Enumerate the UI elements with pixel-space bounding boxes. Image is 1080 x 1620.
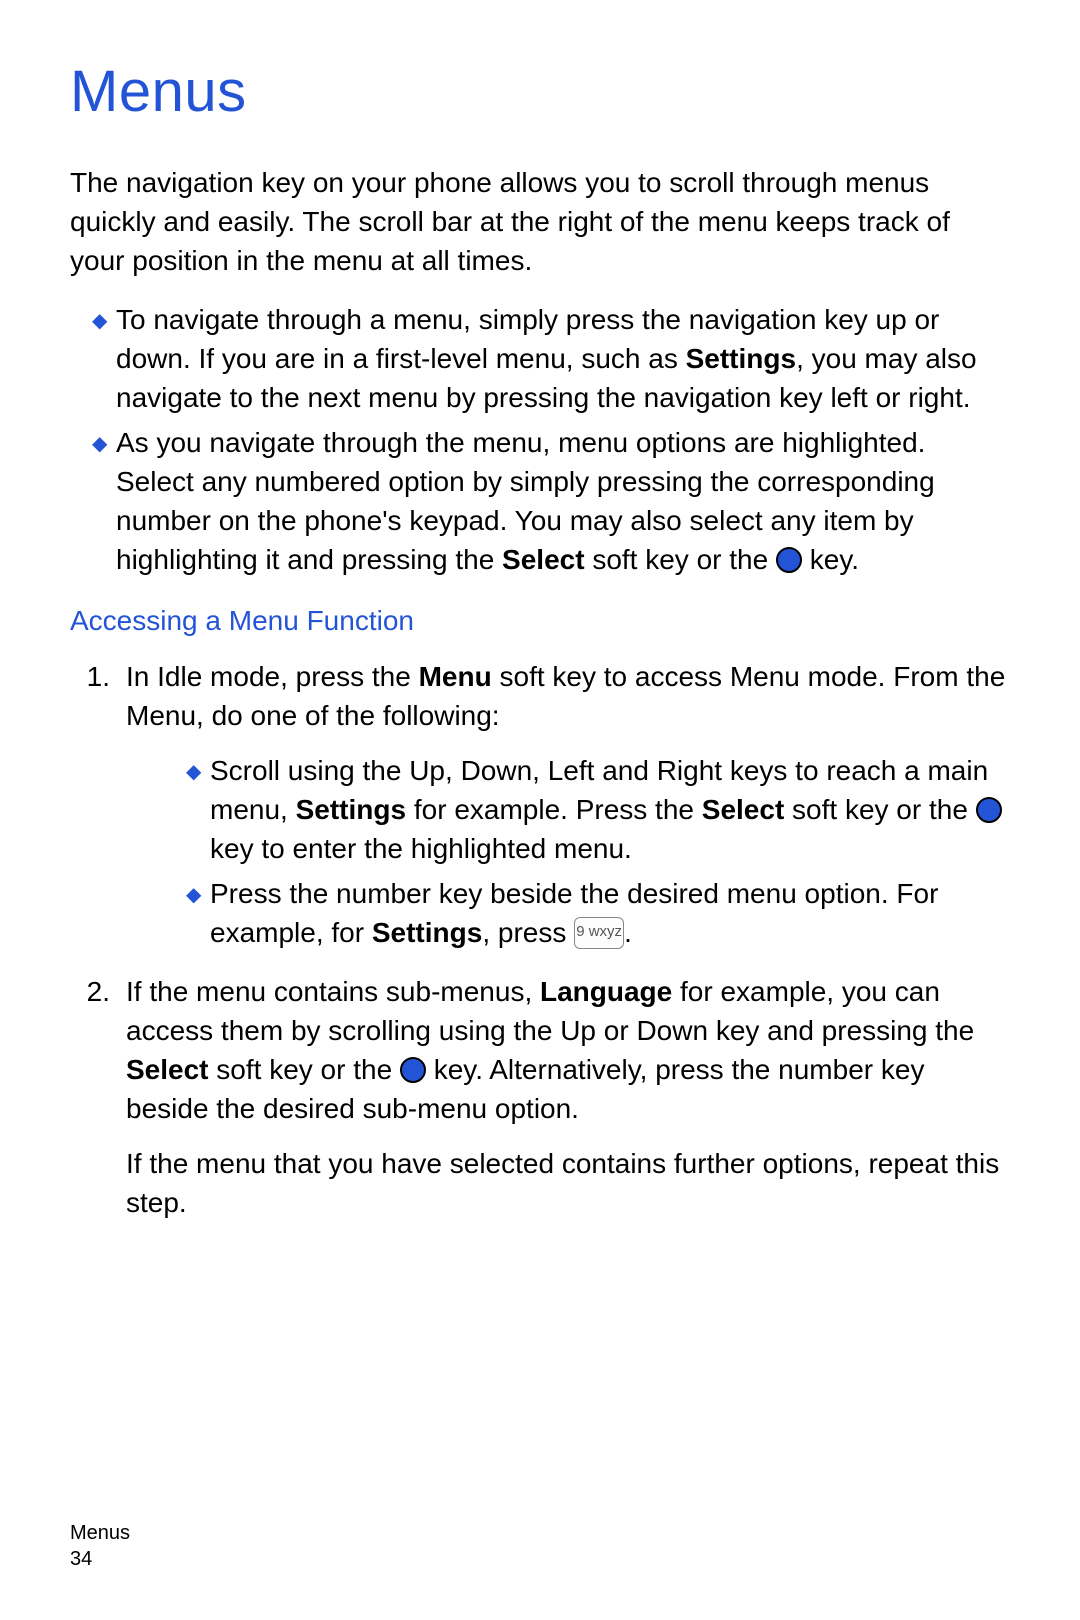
bold-text: Settings [296, 794, 406, 825]
page-title: Menus [70, 58, 1010, 125]
list-item: As you navigate through the menu, menu o… [92, 423, 1010, 579]
bold-text: Language [540, 976, 672, 1007]
bold-text: Select [502, 544, 585, 575]
text-fragment: In Idle mode, press the [126, 661, 419, 692]
bold-text: Select [702, 794, 785, 825]
bold-text: Menu [419, 661, 492, 692]
section-subheading: Accessing a Menu Function [70, 605, 1010, 637]
text-fragment: , press [482, 917, 574, 948]
footer-page-number: 34 [70, 1546, 130, 1572]
step-item: 1. In Idle mode, press the Menu soft key… [70, 657, 1010, 952]
ok-key-icon [776, 547, 802, 573]
page-footer: Menus 34 [70, 1520, 130, 1572]
bold-text: Settings [372, 917, 482, 948]
text-fragment: for example. Press the [406, 794, 702, 825]
text-fragment: If the menu contains sub-menus, [126, 976, 540, 1007]
step-number: 2. [70, 972, 110, 1011]
text-fragment: soft key or the [209, 1054, 400, 1085]
bold-text: Settings [686, 343, 796, 374]
ok-key-icon [400, 1057, 426, 1083]
ok-key-icon [976, 797, 1002, 823]
text-fragment: soft key or the [585, 544, 776, 575]
list-item: Scroll using the Up, Down, Left and Righ… [186, 751, 1010, 868]
text-fragment: key to enter the highlighted menu. [210, 833, 632, 864]
intro-paragraph: The navigation key on your phone allows … [70, 163, 1010, 280]
step-paragraph: In Idle mode, press the Menu soft key to… [126, 657, 1010, 735]
top-bullet-list: To navigate through a menu, simply press… [70, 300, 1010, 579]
list-item: To navigate through a menu, simply press… [92, 300, 1010, 417]
footer-section-name: Menus [70, 1520, 130, 1546]
text-fragment: key. [802, 544, 859, 575]
text-fragment: soft key or the [784, 794, 975, 825]
list-item: Press the number key beside the desired … [186, 874, 1010, 952]
document-page: Menus The navigation key on your phone a… [0, 0, 1080, 1620]
text-fragment: . [624, 917, 632, 948]
step-paragraph: If the menu contains sub-menus, Language… [126, 972, 1010, 1128]
step-number: 1. [70, 657, 110, 696]
bold-text: Select [126, 1054, 209, 1085]
step-paragraph: If the menu that you have selected conta… [126, 1144, 1010, 1222]
step-item: 2. If the menu contains sub-menus, Langu… [70, 972, 1010, 1222]
nine-key-icon: 9 wxyz [574, 917, 624, 949]
sub-bullet-list: Scroll using the Up, Down, Left and Righ… [126, 751, 1010, 952]
numbered-steps: 1. In Idle mode, press the Menu soft key… [70, 657, 1010, 1222]
